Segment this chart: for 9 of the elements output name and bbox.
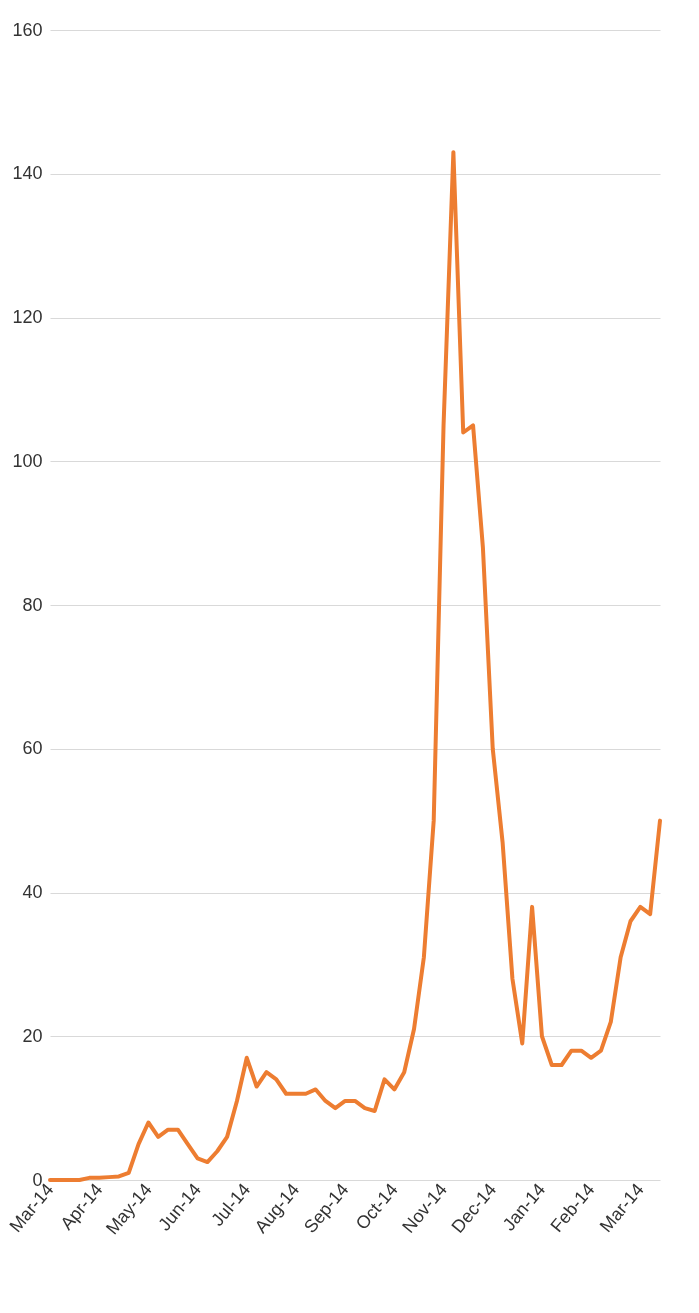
y-tick-label: 40 — [22, 882, 43, 902]
line-series — [48, 150, 662, 1182]
y-tick-label: 140 — [12, 163, 43, 184]
y-tick-label: 80 — [22, 594, 43, 615]
y-tick-label: 120 — [12, 307, 43, 327]
y-tick-label: 160 — [12, 19, 43, 40]
y-tick-label: 60 — [22, 738, 43, 759]
y-tick-label: 100 — [12, 450, 43, 471]
y-tick-label: 20 — [22, 1025, 43, 1046]
